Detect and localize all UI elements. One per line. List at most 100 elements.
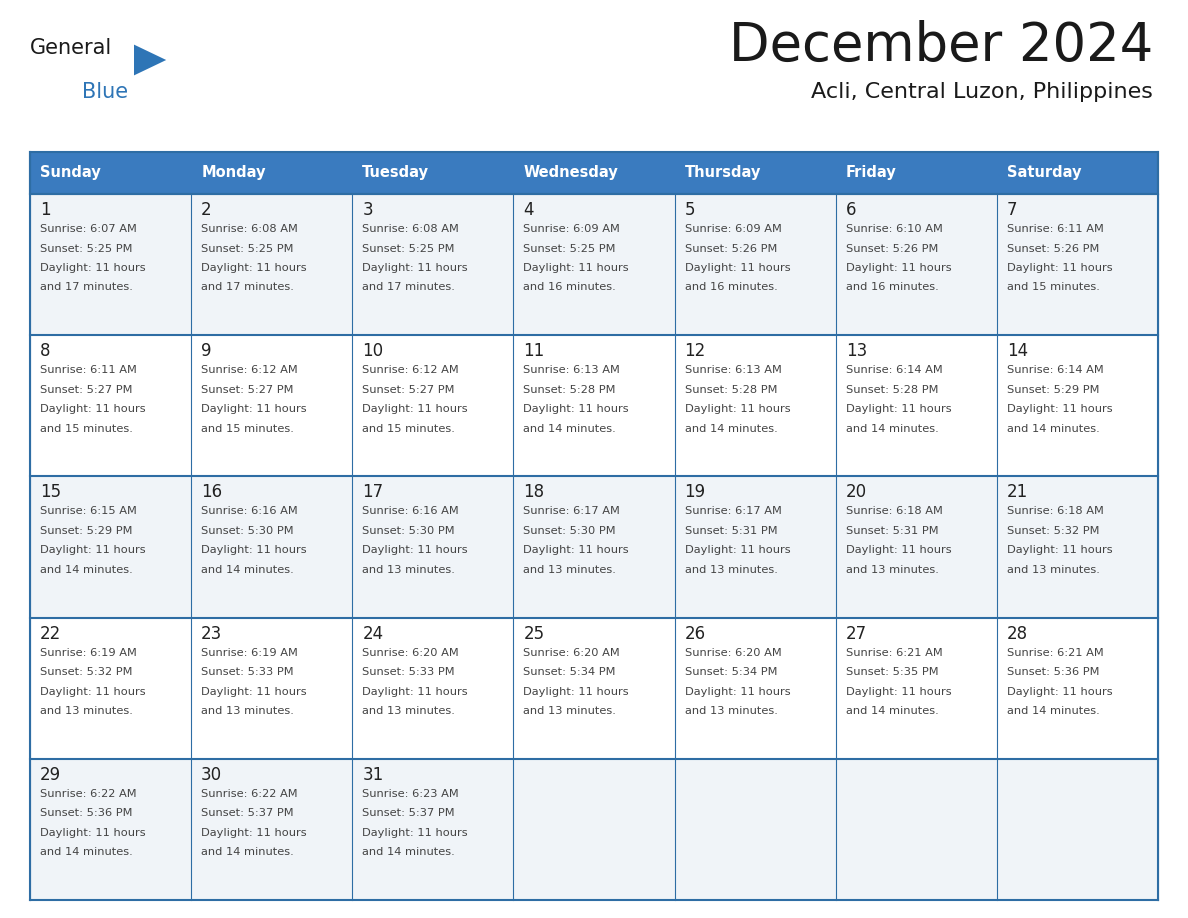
Text: Sunset: 5:34 PM: Sunset: 5:34 PM: [684, 667, 777, 677]
Text: Daylight: 11 hours: Daylight: 11 hours: [362, 545, 468, 555]
Text: Sunset: 5:26 PM: Sunset: 5:26 PM: [1007, 243, 1099, 253]
Bar: [30, 618, 1158, 759]
Bar: [30, 152, 191, 194]
Text: Daylight: 11 hours: Daylight: 11 hours: [846, 404, 952, 414]
Text: 23: 23: [201, 624, 222, 643]
Text: Sunset: 5:26 PM: Sunset: 5:26 PM: [846, 243, 939, 253]
Text: and 14 minutes.: and 14 minutes.: [1007, 706, 1100, 716]
Text: 10: 10: [362, 342, 384, 360]
Text: Sunrise: 6:22 AM: Sunrise: 6:22 AM: [201, 789, 298, 799]
Text: and 13 minutes.: and 13 minutes.: [362, 706, 455, 716]
Text: and 13 minutes.: and 13 minutes.: [524, 706, 617, 716]
Text: and 13 minutes.: and 13 minutes.: [201, 706, 293, 716]
Text: Daylight: 11 hours: Daylight: 11 hours: [1007, 687, 1112, 697]
Text: Daylight: 11 hours: Daylight: 11 hours: [362, 404, 468, 414]
Text: 18: 18: [524, 484, 544, 501]
Text: Sunset: 5:37 PM: Sunset: 5:37 PM: [201, 809, 293, 818]
Text: Daylight: 11 hours: Daylight: 11 hours: [201, 687, 307, 697]
Text: Sunset: 5:25 PM: Sunset: 5:25 PM: [362, 243, 455, 253]
Bar: [513, 152, 675, 194]
Bar: [30, 194, 1158, 335]
Text: Sunrise: 6:23 AM: Sunrise: 6:23 AM: [362, 789, 459, 799]
Text: Daylight: 11 hours: Daylight: 11 hours: [40, 263, 146, 273]
Text: Sunset: 5:30 PM: Sunset: 5:30 PM: [201, 526, 293, 536]
Text: Sunrise: 6:17 AM: Sunrise: 6:17 AM: [684, 507, 782, 517]
Text: Daylight: 11 hours: Daylight: 11 hours: [684, 545, 790, 555]
Text: 3: 3: [362, 201, 373, 219]
Text: Daylight: 11 hours: Daylight: 11 hours: [201, 263, 307, 273]
Text: Daylight: 11 hours: Daylight: 11 hours: [1007, 263, 1112, 273]
Text: Sunset: 5:32 PM: Sunset: 5:32 PM: [1007, 526, 1099, 536]
Text: and 13 minutes.: and 13 minutes.: [362, 565, 455, 575]
Text: Daylight: 11 hours: Daylight: 11 hours: [684, 404, 790, 414]
Text: Blue: Blue: [82, 82, 128, 102]
Text: Daylight: 11 hours: Daylight: 11 hours: [201, 545, 307, 555]
Text: and 15 minutes.: and 15 minutes.: [362, 424, 455, 433]
Text: Sunset: 5:35 PM: Sunset: 5:35 PM: [846, 667, 939, 677]
Text: Sunrise: 6:10 AM: Sunrise: 6:10 AM: [846, 224, 942, 234]
Text: and 14 minutes.: and 14 minutes.: [201, 847, 293, 857]
Text: Daylight: 11 hours: Daylight: 11 hours: [362, 263, 468, 273]
Text: Sunset: 5:25 PM: Sunset: 5:25 PM: [524, 243, 615, 253]
Text: and 14 minutes.: and 14 minutes.: [684, 424, 777, 433]
Text: Sunrise: 6:20 AM: Sunrise: 6:20 AM: [362, 647, 459, 657]
Text: Daylight: 11 hours: Daylight: 11 hours: [684, 687, 790, 697]
Text: Sunrise: 6:18 AM: Sunrise: 6:18 AM: [846, 507, 942, 517]
Text: Sunset: 5:34 PM: Sunset: 5:34 PM: [524, 667, 615, 677]
Text: Sunrise: 6:09 AM: Sunrise: 6:09 AM: [524, 224, 620, 234]
Text: 9: 9: [201, 342, 211, 360]
Text: Friday: Friday: [846, 165, 897, 181]
Text: Sunrise: 6:19 AM: Sunrise: 6:19 AM: [201, 647, 298, 657]
Text: 21: 21: [1007, 484, 1028, 501]
Text: and 16 minutes.: and 16 minutes.: [846, 283, 939, 293]
Text: and 14 minutes.: and 14 minutes.: [40, 847, 133, 857]
Text: Saturday: Saturday: [1007, 165, 1081, 181]
Text: 24: 24: [362, 624, 384, 643]
Text: Sunday: Sunday: [40, 165, 101, 181]
Text: and 14 minutes.: and 14 minutes.: [846, 424, 939, 433]
Text: Sunset: 5:27 PM: Sunset: 5:27 PM: [40, 385, 133, 395]
Text: Sunrise: 6:15 AM: Sunrise: 6:15 AM: [40, 507, 137, 517]
Bar: [997, 152, 1158, 194]
Text: Sunset: 5:29 PM: Sunset: 5:29 PM: [1007, 385, 1099, 395]
Text: Sunrise: 6:16 AM: Sunrise: 6:16 AM: [201, 507, 298, 517]
Text: 8: 8: [40, 342, 51, 360]
Text: and 15 minutes.: and 15 minutes.: [40, 424, 133, 433]
Text: 31: 31: [362, 766, 384, 784]
Text: 15: 15: [40, 484, 61, 501]
Text: General: General: [30, 38, 112, 58]
Text: and 13 minutes.: and 13 minutes.: [524, 565, 617, 575]
Text: Daylight: 11 hours: Daylight: 11 hours: [524, 263, 630, 273]
Text: 5: 5: [684, 201, 695, 219]
Text: and 13 minutes.: and 13 minutes.: [684, 706, 777, 716]
Text: 16: 16: [201, 484, 222, 501]
Text: Tuesday: Tuesday: [362, 165, 429, 181]
Text: Sunrise: 6:09 AM: Sunrise: 6:09 AM: [684, 224, 782, 234]
Text: 17: 17: [362, 484, 384, 501]
Bar: [30, 476, 1158, 618]
Text: Daylight: 11 hours: Daylight: 11 hours: [1007, 545, 1112, 555]
Bar: [835, 152, 997, 194]
Text: Sunrise: 6:14 AM: Sunrise: 6:14 AM: [846, 365, 942, 375]
Text: Daylight: 11 hours: Daylight: 11 hours: [201, 828, 307, 838]
Text: 1: 1: [40, 201, 51, 219]
Text: 25: 25: [524, 624, 544, 643]
Text: Sunrise: 6:08 AM: Sunrise: 6:08 AM: [201, 224, 298, 234]
Text: Sunrise: 6:21 AM: Sunrise: 6:21 AM: [1007, 647, 1104, 657]
Text: Thursday: Thursday: [684, 165, 762, 181]
Text: Sunrise: 6:07 AM: Sunrise: 6:07 AM: [40, 224, 137, 234]
Text: 12: 12: [684, 342, 706, 360]
Text: Daylight: 11 hours: Daylight: 11 hours: [846, 263, 952, 273]
Text: Acli, Central Luzon, Philippines: Acli, Central Luzon, Philippines: [811, 82, 1154, 102]
Text: Daylight: 11 hours: Daylight: 11 hours: [40, 828, 146, 838]
Text: Sunset: 5:36 PM: Sunset: 5:36 PM: [1007, 667, 1099, 677]
Text: 29: 29: [40, 766, 61, 784]
Text: Sunrise: 6:12 AM: Sunrise: 6:12 AM: [201, 365, 298, 375]
Text: Sunset: 5:27 PM: Sunset: 5:27 PM: [201, 385, 293, 395]
Text: Daylight: 11 hours: Daylight: 11 hours: [40, 404, 146, 414]
Text: and 14 minutes.: and 14 minutes.: [40, 565, 133, 575]
Text: Daylight: 11 hours: Daylight: 11 hours: [40, 687, 146, 697]
Text: Sunset: 5:26 PM: Sunset: 5:26 PM: [684, 243, 777, 253]
Text: Daylight: 11 hours: Daylight: 11 hours: [40, 545, 146, 555]
Text: Daylight: 11 hours: Daylight: 11 hours: [846, 687, 952, 697]
